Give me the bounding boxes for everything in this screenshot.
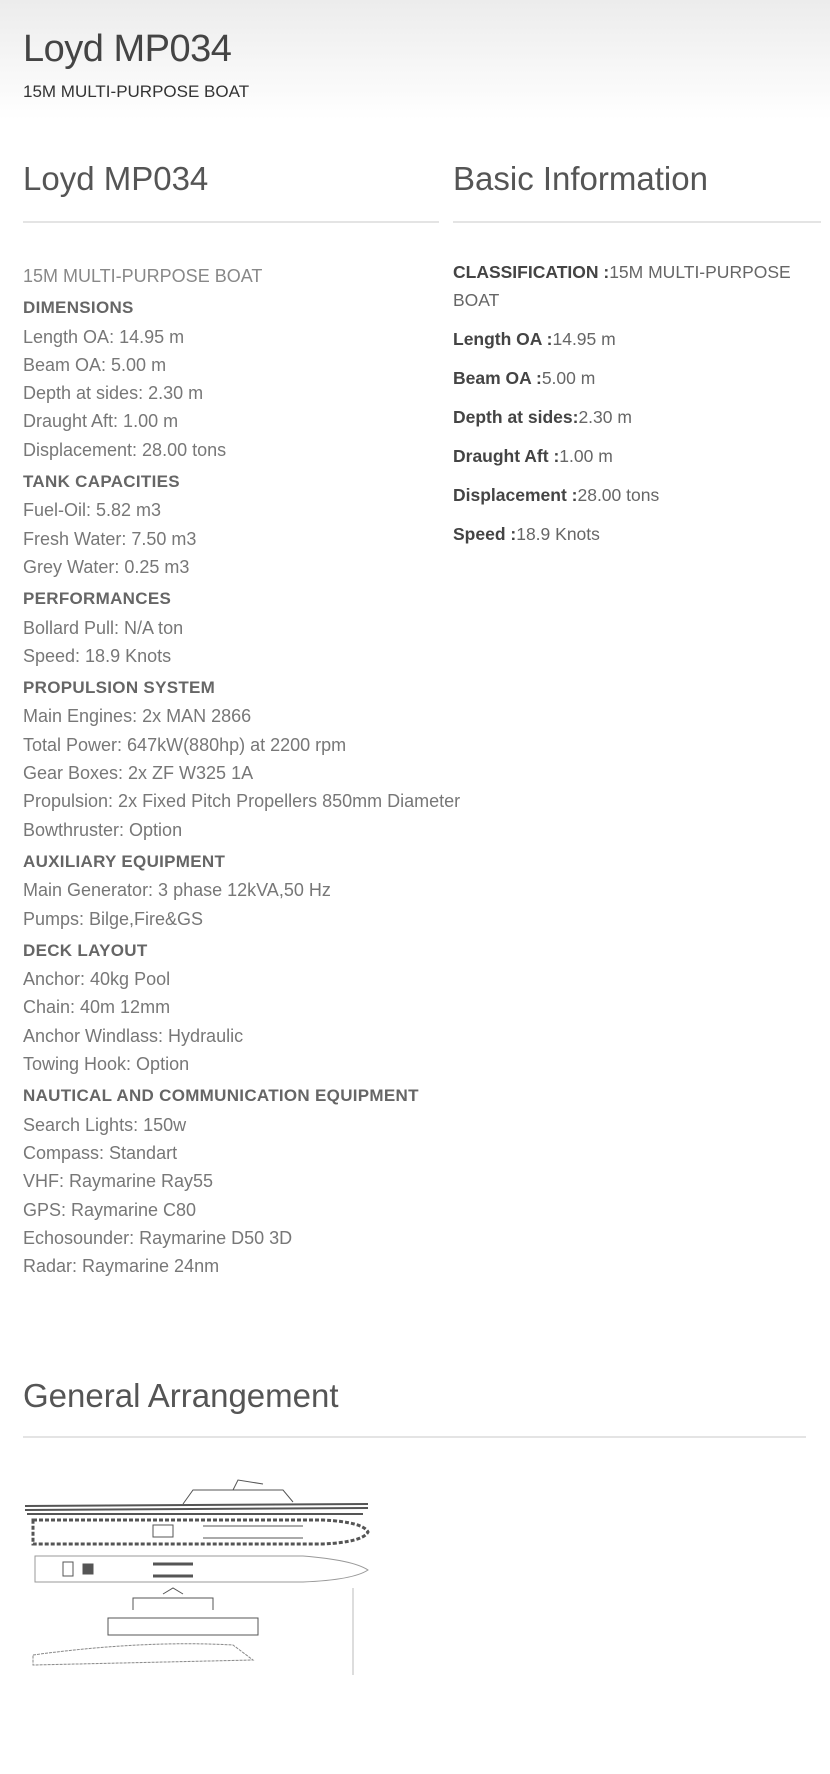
spec-line: Search Lights: 150w [23, 1114, 187, 1135]
spec-line: Draught Aft: 1.00 m [23, 411, 179, 432]
basic-info-value: 28.00 tons [577, 485, 660, 505]
page-subtitle: 15M MULTI-PURPOSE BOAT [23, 82, 250, 101]
spec-section: TANK CAPACITIES Fuel-Oil: 5.82 m3 Fresh Wa… [23, 468, 523, 581]
spec-line: Length OA: 14.95 m [23, 326, 185, 347]
general-arrangement-drawing[interactable] [23, 1470, 378, 1675]
spec-line: Bollard Pull: N/A ton [23, 617, 184, 638]
basic-info-title: Basic Information [453, 160, 708, 197]
spec-heading: DIMENSIONS [23, 298, 134, 318]
spec-line: Main Engines: 2x MAN 2866 [23, 706, 252, 727]
spec-line: Speed: 18.9 Knots [23, 645, 172, 666]
spec-line: Towing Hook: Option [23, 1054, 190, 1075]
spec-line: Fuel-Oil: 5.82 m3 [23, 500, 162, 521]
spec-line: Displacement: 28.00 tons [23, 439, 227, 460]
specifications: 15M MULTI-PURPOSE BOAT DIMENSIONS Length … [23, 262, 523, 1280]
spec-line: Bowthruster: Option [23, 819, 183, 840]
model-title: Loyd MP034 [23, 160, 209, 197]
spec-heading: NAUTICAL AND COMMUNICATION EQUIPMENT [23, 1086, 419, 1106]
spec-line: Gear Boxes: 2x ZF W325 1A [23, 763, 254, 784]
basic-info-row: Beam OA :5.00 m [453, 364, 823, 392]
spec-line: Echosounder: Raymarine D50 3D [23, 1227, 293, 1248]
spec-line: Chain: 40m 12mm [23, 997, 171, 1018]
basic-info-label: Length OA : [453, 329, 553, 349]
spec-heading: TANK CAPACITIES [23, 472, 180, 492]
divider [23, 1436, 806, 1438]
basic-info-label: Depth at sides: [453, 407, 579, 427]
spec-section: DECK LAYOUT Anchor: 40kg Pool Chain: 40m 1… [23, 937, 523, 1078]
basic-info-label: CLASSIFICATION : [453, 262, 610, 282]
page-title: Loyd MP034 [23, 28, 232, 70]
classification-text: 15M MULTI-PURPOSE BOAT [23, 266, 263, 286]
spec-heading: AUXILIARY EQUIPMENT [23, 851, 226, 871]
basic-info-value: 14.95 m [552, 329, 616, 349]
basic-info-row: Draught Aft :1.00 m [453, 442, 823, 470]
basic-info-value: 2.30 m [578, 407, 632, 427]
spec-section: NAUTICAL AND COMMUNICATION EQUIPMENT Sear… [23, 1082, 523, 1280]
basic-info-value: 18.9 Knots [516, 524, 600, 544]
basic-info-row: Depth at sides:2.30 m [453, 403, 823, 431]
spec-line: Beam OA: 5.00 m [23, 354, 167, 375]
basic-info-label: Speed : [453, 524, 517, 544]
spec-line: Compass: Standart [23, 1142, 178, 1163]
spec-line: Total Power: 647kW(880hp) at 2200 rpm [23, 734, 347, 755]
basic-info-label: Draught Aft : [453, 446, 560, 466]
spec-section: PERFORMANCES Bollard Pull: N/A ton Speed: … [23, 585, 523, 670]
basic-info-value: 1.00 m [559, 446, 613, 466]
spec-line: GPS: Raymarine C80 [23, 1199, 197, 1220]
page-header: Loyd MP034 15M MULTI-PURPOSE BOAT [0, 0, 830, 120]
spec-line: VHF: Raymarine Ray55 [23, 1171, 214, 1192]
spec-line: Fresh Water: 7.50 m3 [23, 528, 197, 549]
spec-line: Main Generator: 3 phase 12kVA,50 Hz [23, 880, 331, 901]
general-arrangement-title: General Arrangement [23, 1377, 339, 1414]
basic-information-list: CLASSIFICATION :15M MULTI-PURPOSE BOAT Le… [453, 258, 823, 559]
spec-line: Propulsion: 2x Fixed Pitch Propellers 85… [23, 791, 461, 812]
spec-line: Grey Water: 0.25 m3 [23, 556, 190, 577]
basic-info-row: CLASSIFICATION :15M MULTI-PURPOSE BOAT [453, 258, 823, 314]
spec-line: Pumps: Bilge,Fire&GS [23, 908, 204, 929]
spec-heading: DECK LAYOUT [23, 940, 148, 960]
basic-info-row: Displacement :28.00 tons [453, 481, 823, 509]
spec-line: Radar: Raymarine 24nm [23, 1256, 220, 1277]
divider [23, 221, 439, 223]
spec-section: PROPULSION SYSTEM Main Engines: 2x MAN 28… [23, 674, 523, 844]
basic-info-row: Length OA :14.95 m [453, 325, 823, 353]
spec-section: AUXILIARY EQUIPMENT Main Generator: 3 pha… [23, 848, 523, 933]
spec-line: Depth at sides: 2.30 m [23, 383, 204, 404]
spec-section: DIMENSIONS Length OA: 14.95 m Beam OA: 5.0… [23, 294, 523, 464]
basic-info-label: Beam OA : [453, 368, 542, 388]
basic-info-value: 5.00 m [541, 368, 596, 388]
basic-info-label: Displacement : [453, 485, 578, 505]
spec-heading: PERFORMANCES [23, 589, 172, 609]
divider [453, 221, 821, 223]
basic-info-value: 15M MULTI-PURPOSE BOAT [453, 262, 791, 310]
basic-info-row: Speed :18.9 Knots [453, 520, 823, 548]
spec-line: Anchor: 40kg Pool [23, 969, 171, 990]
spec-line: Anchor Windlass: Hydraulic [23, 1025, 244, 1046]
spec-heading: PROPULSION SYSTEM [23, 678, 216, 698]
